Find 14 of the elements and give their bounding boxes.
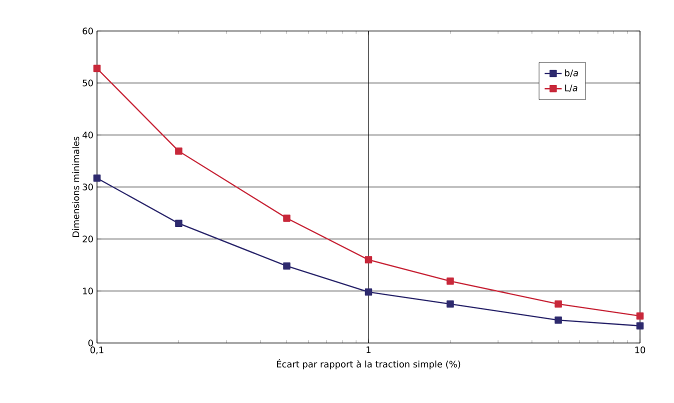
y-tick-label: 30: [82, 184, 93, 190]
x-tick-label: 10: [635, 346, 646, 354]
x-tick-label: 0,1: [90, 346, 104, 354]
x-axis-title: Écart par rapport à la traction simple (%): [277, 359, 460, 370]
y-tick-label: 10: [83, 288, 93, 294]
y-tick-label: 50: [82, 80, 93, 86]
legend-label: L/a: [565, 84, 578, 92]
x-tick-label: 1: [366, 346, 371, 354]
legend-label: b/a: [565, 69, 578, 78]
y-tick-label: 0: [88, 340, 93, 346]
y-tick-label: 40: [82, 132, 93, 138]
y-axis-title: Dimensions minimales: [72, 136, 80, 237]
y-tick-label: 20: [82, 236, 93, 242]
y-tick-label: 60: [82, 28, 93, 34]
